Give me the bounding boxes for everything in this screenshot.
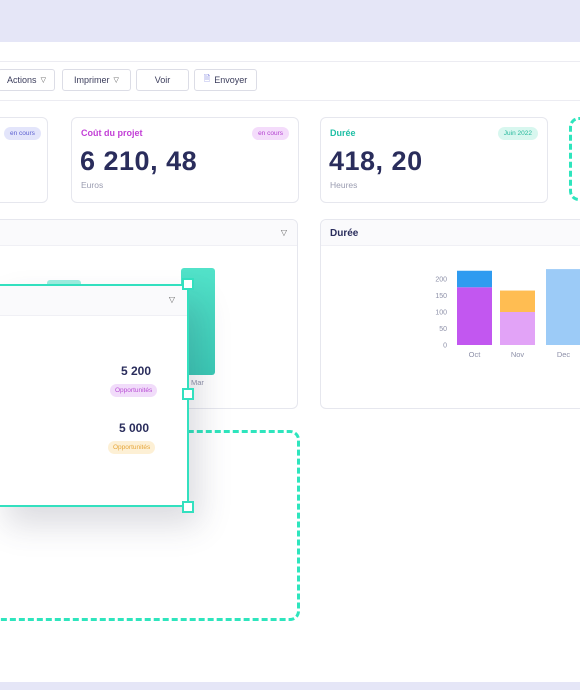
print-label: Imprimer bbox=[74, 75, 110, 85]
card-header bbox=[0, 286, 187, 316]
kpi-card-duration: Durée Juin 2022 418, 20 Heures bbox=[320, 117, 548, 203]
kpi-title: Coût du projet bbox=[81, 128, 143, 138]
status-badge: en cours bbox=[4, 127, 41, 140]
resize-handle[interactable] bbox=[182, 278, 194, 290]
duree-panel: Durée 0 50 100 150 200 Oct Nov Dec bbox=[320, 219, 580, 409]
date-badge: Juin 2022 bbox=[497, 127, 538, 140]
view-label: Voir bbox=[154, 75, 171, 85]
send-button[interactable]: 🗎 Envoyer bbox=[194, 69, 257, 91]
chevron-down-icon: ▽ bbox=[40, 77, 46, 84]
status-badge: en cours bbox=[252, 127, 289, 140]
kpi-value: 418, 20 bbox=[329, 146, 423, 176]
bottom-band bbox=[0, 682, 580, 690]
divider bbox=[0, 61, 580, 62]
chart-bar-dec bbox=[546, 269, 580, 345]
stat-badge: Opportunités bbox=[110, 384, 158, 397]
resize-handle[interactable] bbox=[182, 388, 194, 400]
x-tick-label: Dec bbox=[557, 350, 571, 359]
chart-bar-nov bbox=[500, 290, 535, 312]
chevron-down-icon: ▽ bbox=[113, 77, 119, 84]
kpi-card-cost: Coût du projet en cours 6 210, 48 Euros bbox=[71, 117, 299, 203]
kpi-title: Durée bbox=[330, 128, 356, 138]
x-tick-label: Mar bbox=[191, 378, 204, 387]
send-label: Envoyer bbox=[214, 75, 248, 85]
panel-title: Durée bbox=[330, 228, 359, 239]
stat-value: 5 000 bbox=[119, 421, 150, 435]
chart-bar-oct bbox=[457, 270, 492, 288]
drop-zone-outline bbox=[569, 117, 580, 201]
chevron-down-icon: ▽ bbox=[280, 228, 287, 237]
panel-header bbox=[0, 220, 297, 246]
y-tick-label: 150 bbox=[435, 293, 447, 300]
stat-value: 5 200 bbox=[121, 364, 152, 378]
kpi-unit: Heures bbox=[330, 180, 358, 190]
y-tick-label: 100 bbox=[435, 310, 447, 317]
divider bbox=[0, 100, 580, 101]
y-tick-label: 0 bbox=[443, 343, 447, 350]
top-band bbox=[0, 0, 580, 42]
chart-bar-oct bbox=[457, 287, 492, 345]
panel-header bbox=[321, 220, 580, 246]
kpi-value: 6 210, 48 bbox=[80, 146, 198, 176]
actions-label: Actions bbox=[7, 75, 37, 85]
resize-handle[interactable] bbox=[182, 501, 194, 513]
y-tick-label: 50 bbox=[439, 326, 447, 333]
x-tick-label: Oct bbox=[469, 350, 482, 359]
chart-bar-nov bbox=[500, 312, 535, 345]
actions-button[interactable]: Actions ▽ bbox=[0, 69, 55, 91]
document-icon: 🗎 bbox=[203, 74, 211, 83]
print-button[interactable]: Imprimer ▽ bbox=[62, 69, 131, 91]
kpi-unit: Euros bbox=[81, 180, 104, 190]
stat-badge: Opportunités bbox=[108, 441, 156, 454]
y-tick-label: 200 bbox=[435, 277, 447, 284]
duree-bar-chart: 0 50 100 150 200 Oct Nov Dec bbox=[435, 269, 580, 359]
kpi-card: en cours bbox=[0, 117, 48, 203]
dragged-card[interactable]: ▽ 5 200 Opportunités 5 000 Opportunités bbox=[0, 284, 189, 507]
x-tick-label: Nov bbox=[511, 350, 525, 359]
view-button[interactable]: Voir bbox=[136, 69, 189, 91]
chevron-down-icon: ▽ bbox=[168, 295, 175, 304]
